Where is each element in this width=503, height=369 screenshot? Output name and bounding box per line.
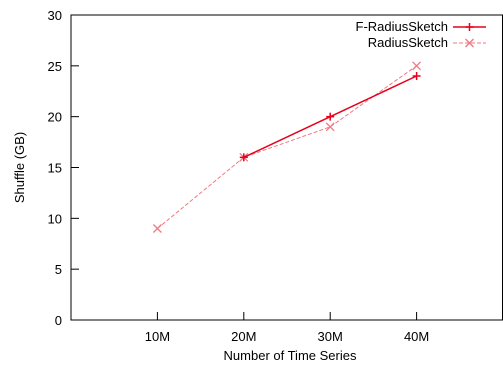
x-tick-label: 30M xyxy=(318,329,343,344)
y-tick-label: 5 xyxy=(55,262,62,277)
series-line-radiussketch xyxy=(157,65,417,229)
y-tick-label: 25 xyxy=(48,59,62,74)
y-tick-label: 0 xyxy=(55,313,62,328)
x-tick-label: 10M xyxy=(145,329,170,344)
series-layer xyxy=(152,61,422,233)
data-point xyxy=(152,224,162,233)
legend-marker xyxy=(465,38,474,48)
y-tick-label: 30 xyxy=(48,8,62,23)
data-point xyxy=(239,153,248,162)
data-point xyxy=(325,122,335,132)
y-axis-label: Shuffle (GB) xyxy=(12,132,27,203)
legend-label: RadiusSketch xyxy=(368,35,448,50)
x-tick-label: 40M xyxy=(404,329,429,344)
y-tick-label: 15 xyxy=(48,161,62,176)
y-axis-ticks: 0 5 10 15 20 25 30 xyxy=(48,8,79,328)
legend-marker xyxy=(465,23,474,31)
y-tick-label: 20 xyxy=(48,110,62,125)
x-axis-label: Number of Time Series xyxy=(224,348,357,363)
x-axis-ticks: 10M 20M 30M 40M xyxy=(145,312,429,344)
legend-label: F-RadiusSketch xyxy=(356,19,448,34)
data-point xyxy=(412,61,422,71)
data-point xyxy=(326,112,335,121)
data-point xyxy=(412,72,421,80)
y-tick-label: 10 xyxy=(48,211,62,226)
x-tick-label: 20M xyxy=(231,329,256,344)
